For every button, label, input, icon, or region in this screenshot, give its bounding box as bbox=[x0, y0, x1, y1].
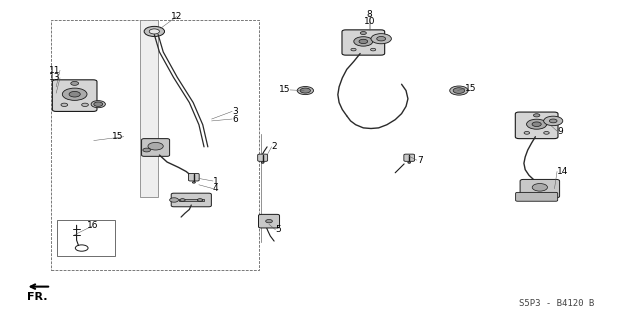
Circle shape bbox=[143, 148, 150, 152]
Text: 9: 9 bbox=[557, 127, 563, 136]
Circle shape bbox=[360, 32, 366, 34]
Circle shape bbox=[371, 33, 392, 44]
FancyBboxPatch shape bbox=[515, 112, 558, 139]
Text: 1: 1 bbox=[213, 176, 219, 186]
Text: 15: 15 bbox=[278, 85, 290, 94]
Text: 3: 3 bbox=[232, 107, 238, 116]
Circle shape bbox=[549, 119, 557, 123]
Text: 14: 14 bbox=[557, 167, 568, 176]
Bar bbox=[58, 219, 115, 256]
Text: 11: 11 bbox=[49, 66, 60, 75]
Circle shape bbox=[450, 86, 468, 95]
FancyBboxPatch shape bbox=[188, 174, 199, 181]
Circle shape bbox=[197, 199, 203, 201]
Circle shape bbox=[71, 81, 79, 85]
Circle shape bbox=[408, 162, 411, 163]
Circle shape bbox=[82, 103, 88, 107]
Circle shape bbox=[351, 48, 356, 51]
Circle shape bbox=[61, 103, 68, 107]
Circle shape bbox=[266, 219, 273, 223]
FancyBboxPatch shape bbox=[258, 154, 268, 161]
Circle shape bbox=[297, 86, 314, 95]
Text: 2: 2 bbox=[271, 142, 277, 151]
Bar bbox=[179, 199, 204, 201]
FancyBboxPatch shape bbox=[259, 214, 280, 228]
Circle shape bbox=[377, 36, 386, 41]
Circle shape bbox=[532, 122, 541, 127]
FancyBboxPatch shape bbox=[404, 154, 415, 161]
Circle shape bbox=[300, 88, 310, 93]
Text: 13: 13 bbox=[49, 73, 60, 82]
Circle shape bbox=[91, 100, 106, 108]
Text: 4: 4 bbox=[213, 184, 219, 193]
Circle shape bbox=[354, 37, 373, 46]
Text: 15: 15 bbox=[465, 84, 477, 93]
Circle shape bbox=[359, 39, 367, 44]
Circle shape bbox=[62, 88, 87, 100]
Text: 8: 8 bbox=[367, 10, 372, 19]
Circle shape bbox=[543, 116, 563, 126]
Circle shape bbox=[69, 92, 80, 97]
FancyBboxPatch shape bbox=[520, 179, 559, 198]
Text: 12: 12 bbox=[171, 12, 182, 21]
Circle shape bbox=[544, 131, 549, 134]
Circle shape bbox=[180, 199, 185, 201]
Circle shape bbox=[524, 131, 529, 134]
FancyBboxPatch shape bbox=[172, 193, 211, 207]
FancyBboxPatch shape bbox=[516, 192, 557, 201]
Text: 6: 6 bbox=[232, 115, 238, 123]
Text: FR.: FR. bbox=[27, 292, 47, 302]
Circle shape bbox=[149, 29, 159, 34]
Circle shape bbox=[144, 26, 164, 36]
Text: 15: 15 bbox=[112, 132, 124, 141]
Circle shape bbox=[170, 198, 179, 202]
Circle shape bbox=[94, 102, 102, 106]
Bar bbox=[140, 20, 158, 197]
Bar bbox=[51, 20, 259, 270]
FancyBboxPatch shape bbox=[52, 80, 97, 111]
Text: 5: 5 bbox=[275, 225, 281, 234]
Circle shape bbox=[532, 183, 547, 191]
FancyBboxPatch shape bbox=[141, 139, 170, 156]
Text: 7: 7 bbox=[417, 156, 422, 165]
FancyBboxPatch shape bbox=[342, 30, 385, 55]
Circle shape bbox=[534, 114, 540, 117]
Text: 10: 10 bbox=[364, 18, 376, 26]
Circle shape bbox=[527, 119, 547, 129]
Circle shape bbox=[453, 88, 465, 93]
Circle shape bbox=[148, 142, 163, 150]
Text: S5P3 - B4120 B: S5P3 - B4120 B bbox=[519, 299, 594, 308]
Circle shape bbox=[371, 48, 376, 51]
Circle shape bbox=[261, 162, 264, 163]
Text: 16: 16 bbox=[87, 221, 99, 230]
Circle shape bbox=[192, 182, 195, 183]
